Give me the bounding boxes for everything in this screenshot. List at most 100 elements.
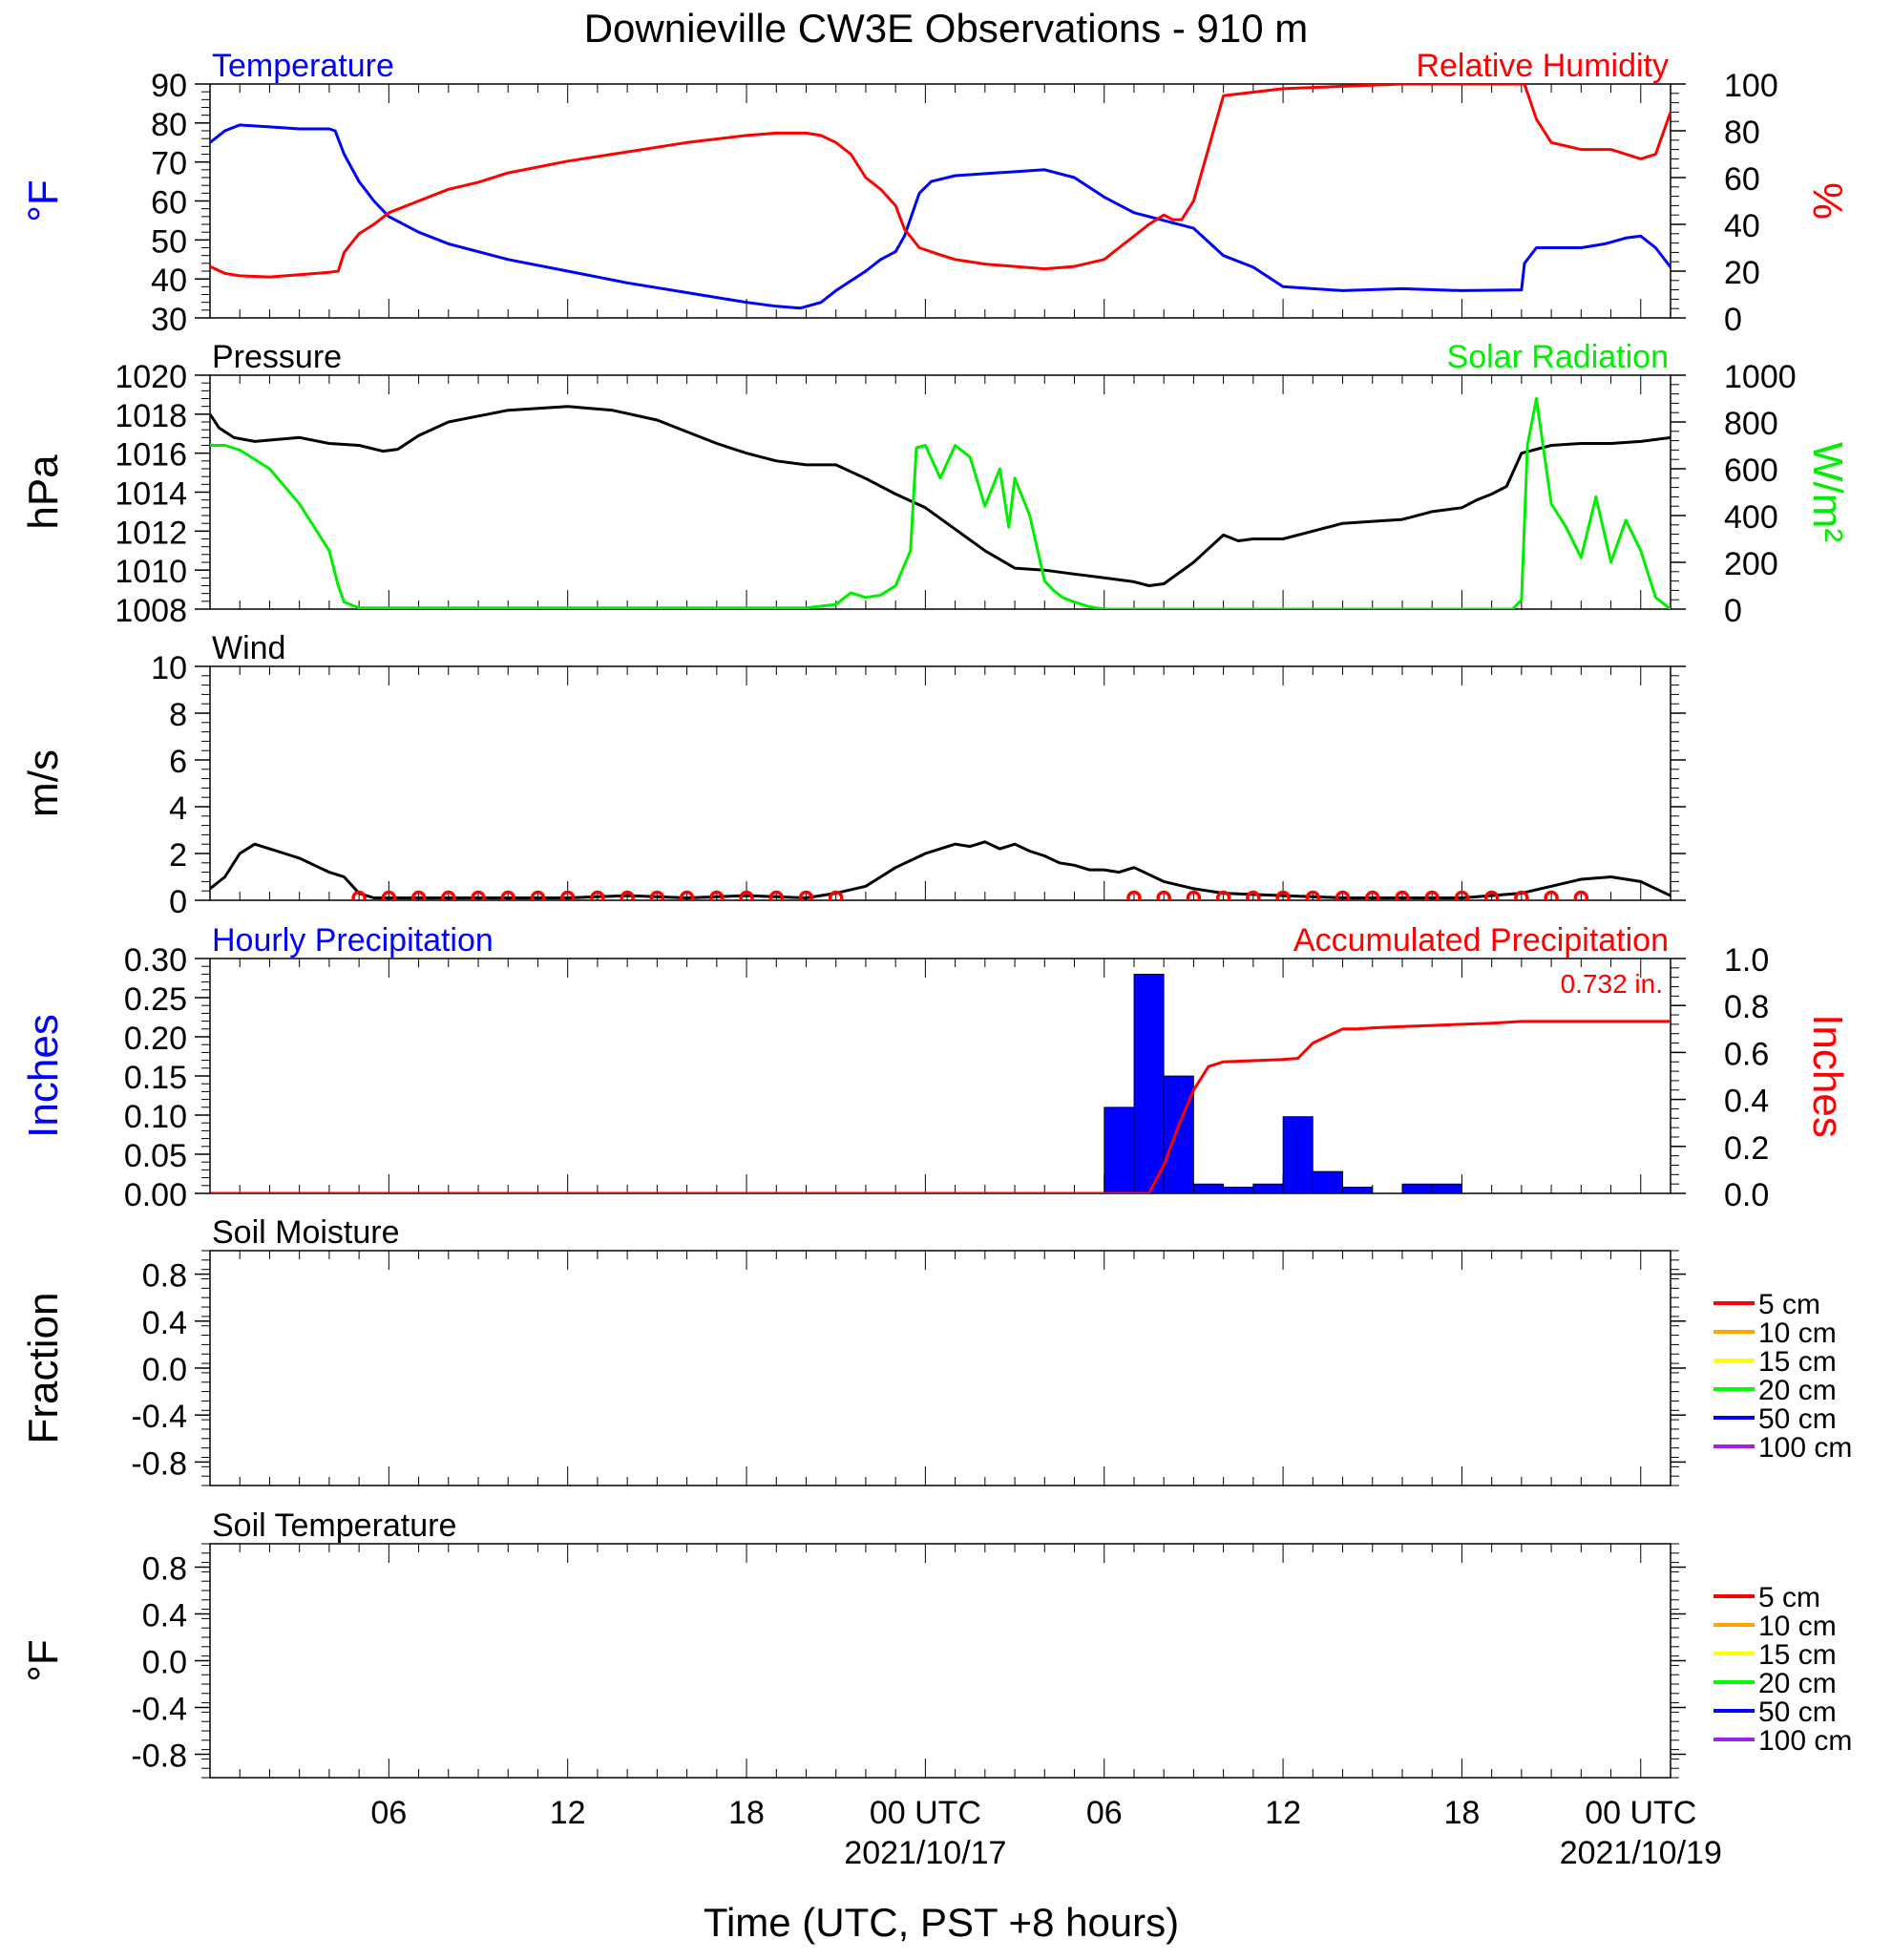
y-tick-label: 8 — [169, 697, 187, 733]
wind-direction-marker — [679, 890, 695, 900]
wind-direction-marker — [1156, 890, 1171, 900]
y-tick-label: 10 — [151, 650, 187, 686]
y-tick-label: 90 — [151, 68, 187, 104]
y-tick-label: 0.0 — [142, 1352, 187, 1388]
y-axis-label-left: Inches — [20, 1014, 67, 1138]
wind-direction-marker — [500, 890, 515, 900]
panel-left-title: Wind — [212, 630, 285, 666]
y-axis-label-right: W/m² — [1804, 442, 1851, 542]
plot-area — [210, 840, 1671, 900]
legend-label: 5 cm — [1758, 1582, 1820, 1613]
panel-right-title: Relative Humidity — [1416, 48, 1669, 84]
x-tick-label: 18 — [728, 1795, 765, 1831]
y-tick-label: 6 — [169, 744, 187, 780]
wind-direction-marker — [471, 890, 486, 900]
panel-wind: 10 8 6 4 2 0 Wind m/s — [20, 630, 1686, 920]
wind-direction-marker — [1573, 890, 1589, 900]
y-tick-label: 1020 — [115, 359, 187, 395]
y-tick-label: 4 — [169, 790, 187, 827]
legend-label: 100 cm — [1758, 1432, 1852, 1464]
y-tick-label: -0.8 — [131, 1445, 187, 1482]
y-tick-label: 40 — [151, 263, 187, 299]
y-right-tick-label: 800 — [1724, 406, 1778, 442]
wind-direction-marker — [441, 890, 456, 900]
panel-left-title: Hourly Precipitation — [212, 922, 494, 959]
wind-direction-marker — [1424, 890, 1440, 900]
y-axis-label-right: Inches — [1804, 1014, 1851, 1138]
y-axis-label-left: hPa — [20, 454, 67, 530]
series-pressure — [210, 405, 1671, 587]
series-accum — [210, 1020, 1671, 1193]
precip-bar — [1252, 1183, 1284, 1193]
legend-label: 20 cm — [1758, 1668, 1837, 1699]
wind-direction-marker — [1514, 890, 1529, 900]
y-right-tick-label: 600 — [1724, 453, 1778, 489]
series-solar — [210, 397, 1671, 609]
panel-left-title: Soil Temperature — [212, 1507, 456, 1544]
panel-hourly-precipitation: 0.300.250.200.150.100.050.00 1.0 0.8 0.6 0.4… — [20, 922, 1851, 1213]
x-tick-label: 06 — [1086, 1795, 1123, 1831]
accumulated-total-label: 0.732 in. — [1561, 969, 1663, 999]
x-tick-date-label: 2021/10/17 — [844, 1835, 1006, 1871]
panel-left-title: Soil Moisture — [212, 1214, 400, 1251]
y-tick-label: 80 — [151, 107, 187, 143]
chart-title: Downieville CW3E Observations - 910 m — [584, 6, 1309, 51]
wind-direction-marker — [559, 890, 576, 900]
x-tick-label: 12 — [1265, 1795, 1301, 1831]
y-tick-label: 0.15 — [124, 1060, 187, 1096]
y-tick-label: 50 — [151, 223, 187, 260]
y-right-tick-label: 1.0 — [1724, 942, 1769, 979]
y-tick-label: -0.4 — [131, 1692, 187, 1728]
plot-frame — [209, 374, 1671, 610]
y-tick-label: 0.25 — [124, 981, 187, 1018]
wind-direction-marker — [351, 890, 367, 900]
legend-label: 5 cm — [1758, 1289, 1820, 1320]
y-right-tick-label: 0.0 — [1724, 1177, 1769, 1213]
x-tick-label: 12 — [550, 1795, 586, 1831]
legend-label: 50 cm — [1758, 1697, 1837, 1728]
y-axis-label-left: Fraction — [20, 1293, 67, 1444]
y-right-tick-label: 0.4 — [1724, 1084, 1769, 1120]
y-tick-label: 1008 — [115, 593, 187, 629]
series-wind_speed — [210, 840, 1671, 899]
wind-direction-marker — [768, 890, 785, 900]
wind-direction-marker — [828, 890, 844, 900]
wind-direction-marker — [530, 890, 546, 900]
x-tick-label: 00 UTC — [1585, 1795, 1696, 1831]
y-right-tick-label: 0 — [1724, 302, 1742, 338]
legend-label: 10 cm — [1758, 1611, 1837, 1642]
precip-bar — [1431, 1183, 1462, 1193]
y-tick-label: 2 — [169, 837, 187, 874]
y-tick-label: 70 — [151, 146, 187, 182]
precip-bar — [1282, 1116, 1314, 1193]
y-tick-label: -0.4 — [131, 1399, 187, 1435]
y-tick-label: 0.0 — [142, 1645, 187, 1681]
wind-direction-marker — [1454, 890, 1470, 900]
wind-direction-marker — [1483, 890, 1500, 900]
plot-frame — [209, 1543, 1671, 1779]
wind-direction-marker — [1275, 890, 1291, 900]
y-axis-label-right: % — [1804, 182, 1851, 220]
wind-direction-marker — [798, 890, 814, 900]
panel-left-title: Temperature — [212, 48, 394, 84]
y-axis-label-left: m/s — [20, 749, 67, 817]
wind-direction-marker — [709, 890, 725, 900]
y-right-tick-label: 100 — [1724, 68, 1778, 104]
y-tick-label: 1012 — [115, 515, 187, 551]
wind-direction-marker — [1335, 890, 1351, 900]
series-rh — [210, 84, 1671, 279]
panel-soil-moisture: 0.8 0.4 0.0 -0.4 -0.8 Soil Moisture Fraction 5 … — [20, 1214, 1852, 1486]
plot-area — [210, 397, 1671, 609]
x-tick-label: 18 — [1444, 1795, 1481, 1831]
y-right-tick-label: 0.6 — [1724, 1036, 1769, 1072]
y-right-tick-label: 80 — [1724, 115, 1760, 151]
wind-direction-marker — [1246, 890, 1261, 900]
y-tick-label: 0.00 — [124, 1177, 187, 1213]
y-tick-label: 60 — [151, 185, 187, 221]
wind-direction-marker — [1395, 890, 1410, 900]
legend-label: 15 cm — [1758, 1346, 1837, 1378]
y-right-tick-label: 60 — [1724, 161, 1760, 198]
